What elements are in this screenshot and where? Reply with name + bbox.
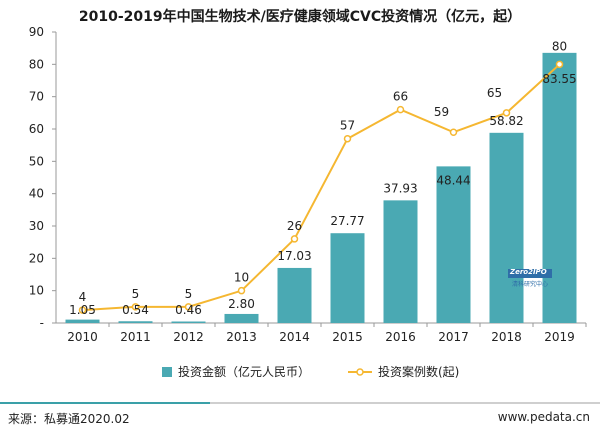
x-tick-label: 2013 bbox=[226, 330, 257, 344]
bar bbox=[118, 321, 153, 323]
chart-axes: - 10 20 30 40 50 60 70 80 90 2010 2011 2012 2013 2014 2… bbox=[29, 25, 587, 344]
y-tick-label: 90 bbox=[29, 25, 44, 39]
legend-swatch-marker bbox=[356, 368, 364, 376]
x-tick-label: 2012 bbox=[173, 330, 204, 344]
watermark-subtitle: 清科研究中心 bbox=[512, 281, 549, 288]
series-line bbox=[82, 63, 561, 312]
bar-value-label: 48.44 bbox=[436, 173, 470, 187]
y-tick-label: - bbox=[40, 316, 44, 330]
bar bbox=[224, 313, 259, 323]
watermark-logo-mark bbox=[508, 269, 552, 278]
y-tick-label: 50 bbox=[29, 154, 44, 168]
bar-value-label: 58.82 bbox=[489, 114, 523, 128]
y-tick-label: 10 bbox=[29, 284, 44, 298]
chart-legend: 投资金额（亿元人民币） 投资案例数(起) bbox=[162, 364, 459, 379]
line-value-label: 80 bbox=[552, 39, 567, 53]
bar-value-label: 0.54 bbox=[122, 303, 149, 317]
line-point bbox=[502, 109, 511, 117]
y-tick-label: 80 bbox=[29, 57, 44, 71]
x-tick-label: 2015 bbox=[332, 330, 363, 344]
bar-value-label: 17.03 bbox=[277, 249, 311, 263]
y-tick-label: 20 bbox=[29, 251, 44, 265]
legend-label-line: 投资案例数(起) bbox=[378, 364, 459, 379]
bar-value-label: 2.80 bbox=[228, 297, 255, 311]
line-value-label: 59 bbox=[434, 105, 449, 119]
bar bbox=[489, 132, 524, 323]
bar-value-label: 37.93 bbox=[383, 181, 417, 195]
line-point bbox=[343, 134, 352, 143]
line-point bbox=[555, 60, 564, 69]
bar bbox=[330, 233, 365, 323]
site-url: www.pedata.cn bbox=[497, 410, 590, 424]
bar bbox=[383, 200, 418, 323]
y-tick-label: 60 bbox=[29, 122, 44, 136]
bar-value-label: 27.77 bbox=[330, 214, 364, 228]
x-tick-label: 2011 bbox=[120, 330, 151, 344]
x-tick-label: 2014 bbox=[279, 330, 310, 344]
x-tick-label: 2019 bbox=[544, 330, 575, 344]
line-value-label: 4 bbox=[79, 290, 87, 304]
line-value-label: 5 bbox=[185, 287, 193, 301]
x-tick-label: 2018 bbox=[491, 330, 522, 344]
bar-series bbox=[65, 52, 577, 323]
watermark-brand: Zero2IPO bbox=[510, 268, 547, 276]
x-tick-label: 2017 bbox=[438, 330, 469, 344]
bar-value-label: 1.05 bbox=[69, 303, 96, 317]
line-value-label: 57 bbox=[340, 119, 355, 133]
x-tick-label: 2010 bbox=[67, 330, 98, 344]
y-tick-label: 70 bbox=[29, 90, 44, 104]
bar bbox=[277, 267, 312, 323]
bar bbox=[436, 166, 471, 323]
line-value-label: 26 bbox=[287, 219, 302, 233]
x-tick-label: 2016 bbox=[385, 330, 416, 344]
line-series bbox=[78, 60, 564, 314]
line-point bbox=[184, 303, 193, 311]
line-value-label: 5 bbox=[132, 287, 140, 301]
line-value-label: 66 bbox=[393, 90, 408, 104]
footer-divider bbox=[0, 402, 600, 404]
bar-value-label: 83.55 bbox=[542, 72, 576, 86]
bar bbox=[65, 319, 100, 323]
chart-title: 2010-2019年中国生物技术/医疗健康领域CVC投资情况（亿元，起） bbox=[78, 9, 522, 25]
line-point bbox=[131, 303, 140, 311]
line-point bbox=[237, 286, 246, 295]
footer-divider-accent bbox=[0, 402, 210, 404]
line-point bbox=[396, 105, 405, 114]
legend-label-bar: 投资金额（亿元人民币） bbox=[178, 364, 310, 379]
data-labels: 1.05 0.54 0.46 2.80 17.03 27.77 37.93 48.44 58.8… bbox=[69, 39, 577, 317]
line-value-label: 65 bbox=[487, 86, 502, 100]
y-tick-label: 30 bbox=[29, 219, 44, 233]
line-point bbox=[449, 128, 458, 136]
line-value-label: 10 bbox=[234, 271, 249, 285]
bar-value-label: 0.46 bbox=[175, 303, 202, 317]
bar bbox=[171, 321, 206, 323]
line-point bbox=[290, 235, 299, 243]
source-note: 来源：私募通2020.02 bbox=[8, 412, 130, 426]
y-tick-label: 40 bbox=[29, 187, 44, 201]
footer-divider-rest bbox=[210, 402, 600, 404]
line-point bbox=[78, 306, 87, 314]
watermark-logo: Zero2IPO 清科研究中心 bbox=[508, 268, 552, 291]
legend-swatch-bar bbox=[162, 367, 172, 377]
